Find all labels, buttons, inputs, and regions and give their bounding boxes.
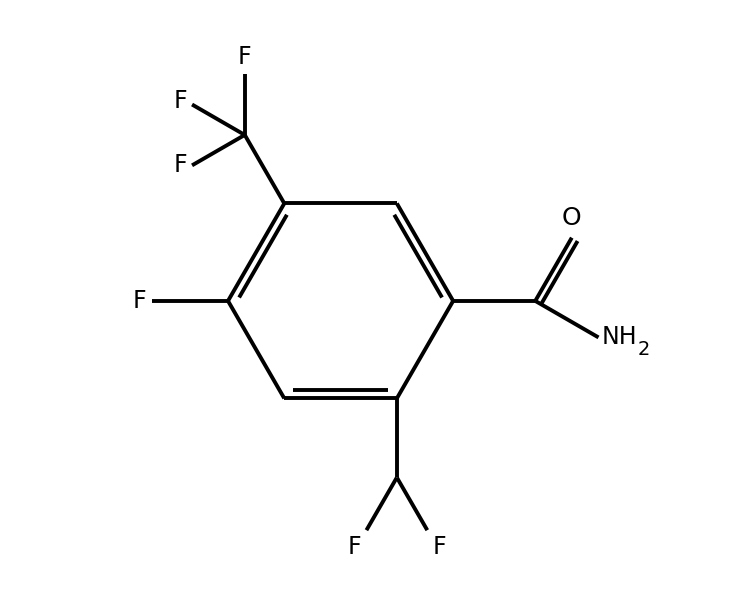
Text: F: F [238,45,252,69]
Text: O: O [562,206,582,230]
Text: NH: NH [602,325,637,349]
Text: F: F [432,535,446,559]
Text: F: F [132,289,146,313]
Text: F: F [174,90,187,114]
Text: F: F [174,154,187,177]
Text: 2: 2 [638,340,651,359]
Text: F: F [348,535,361,559]
